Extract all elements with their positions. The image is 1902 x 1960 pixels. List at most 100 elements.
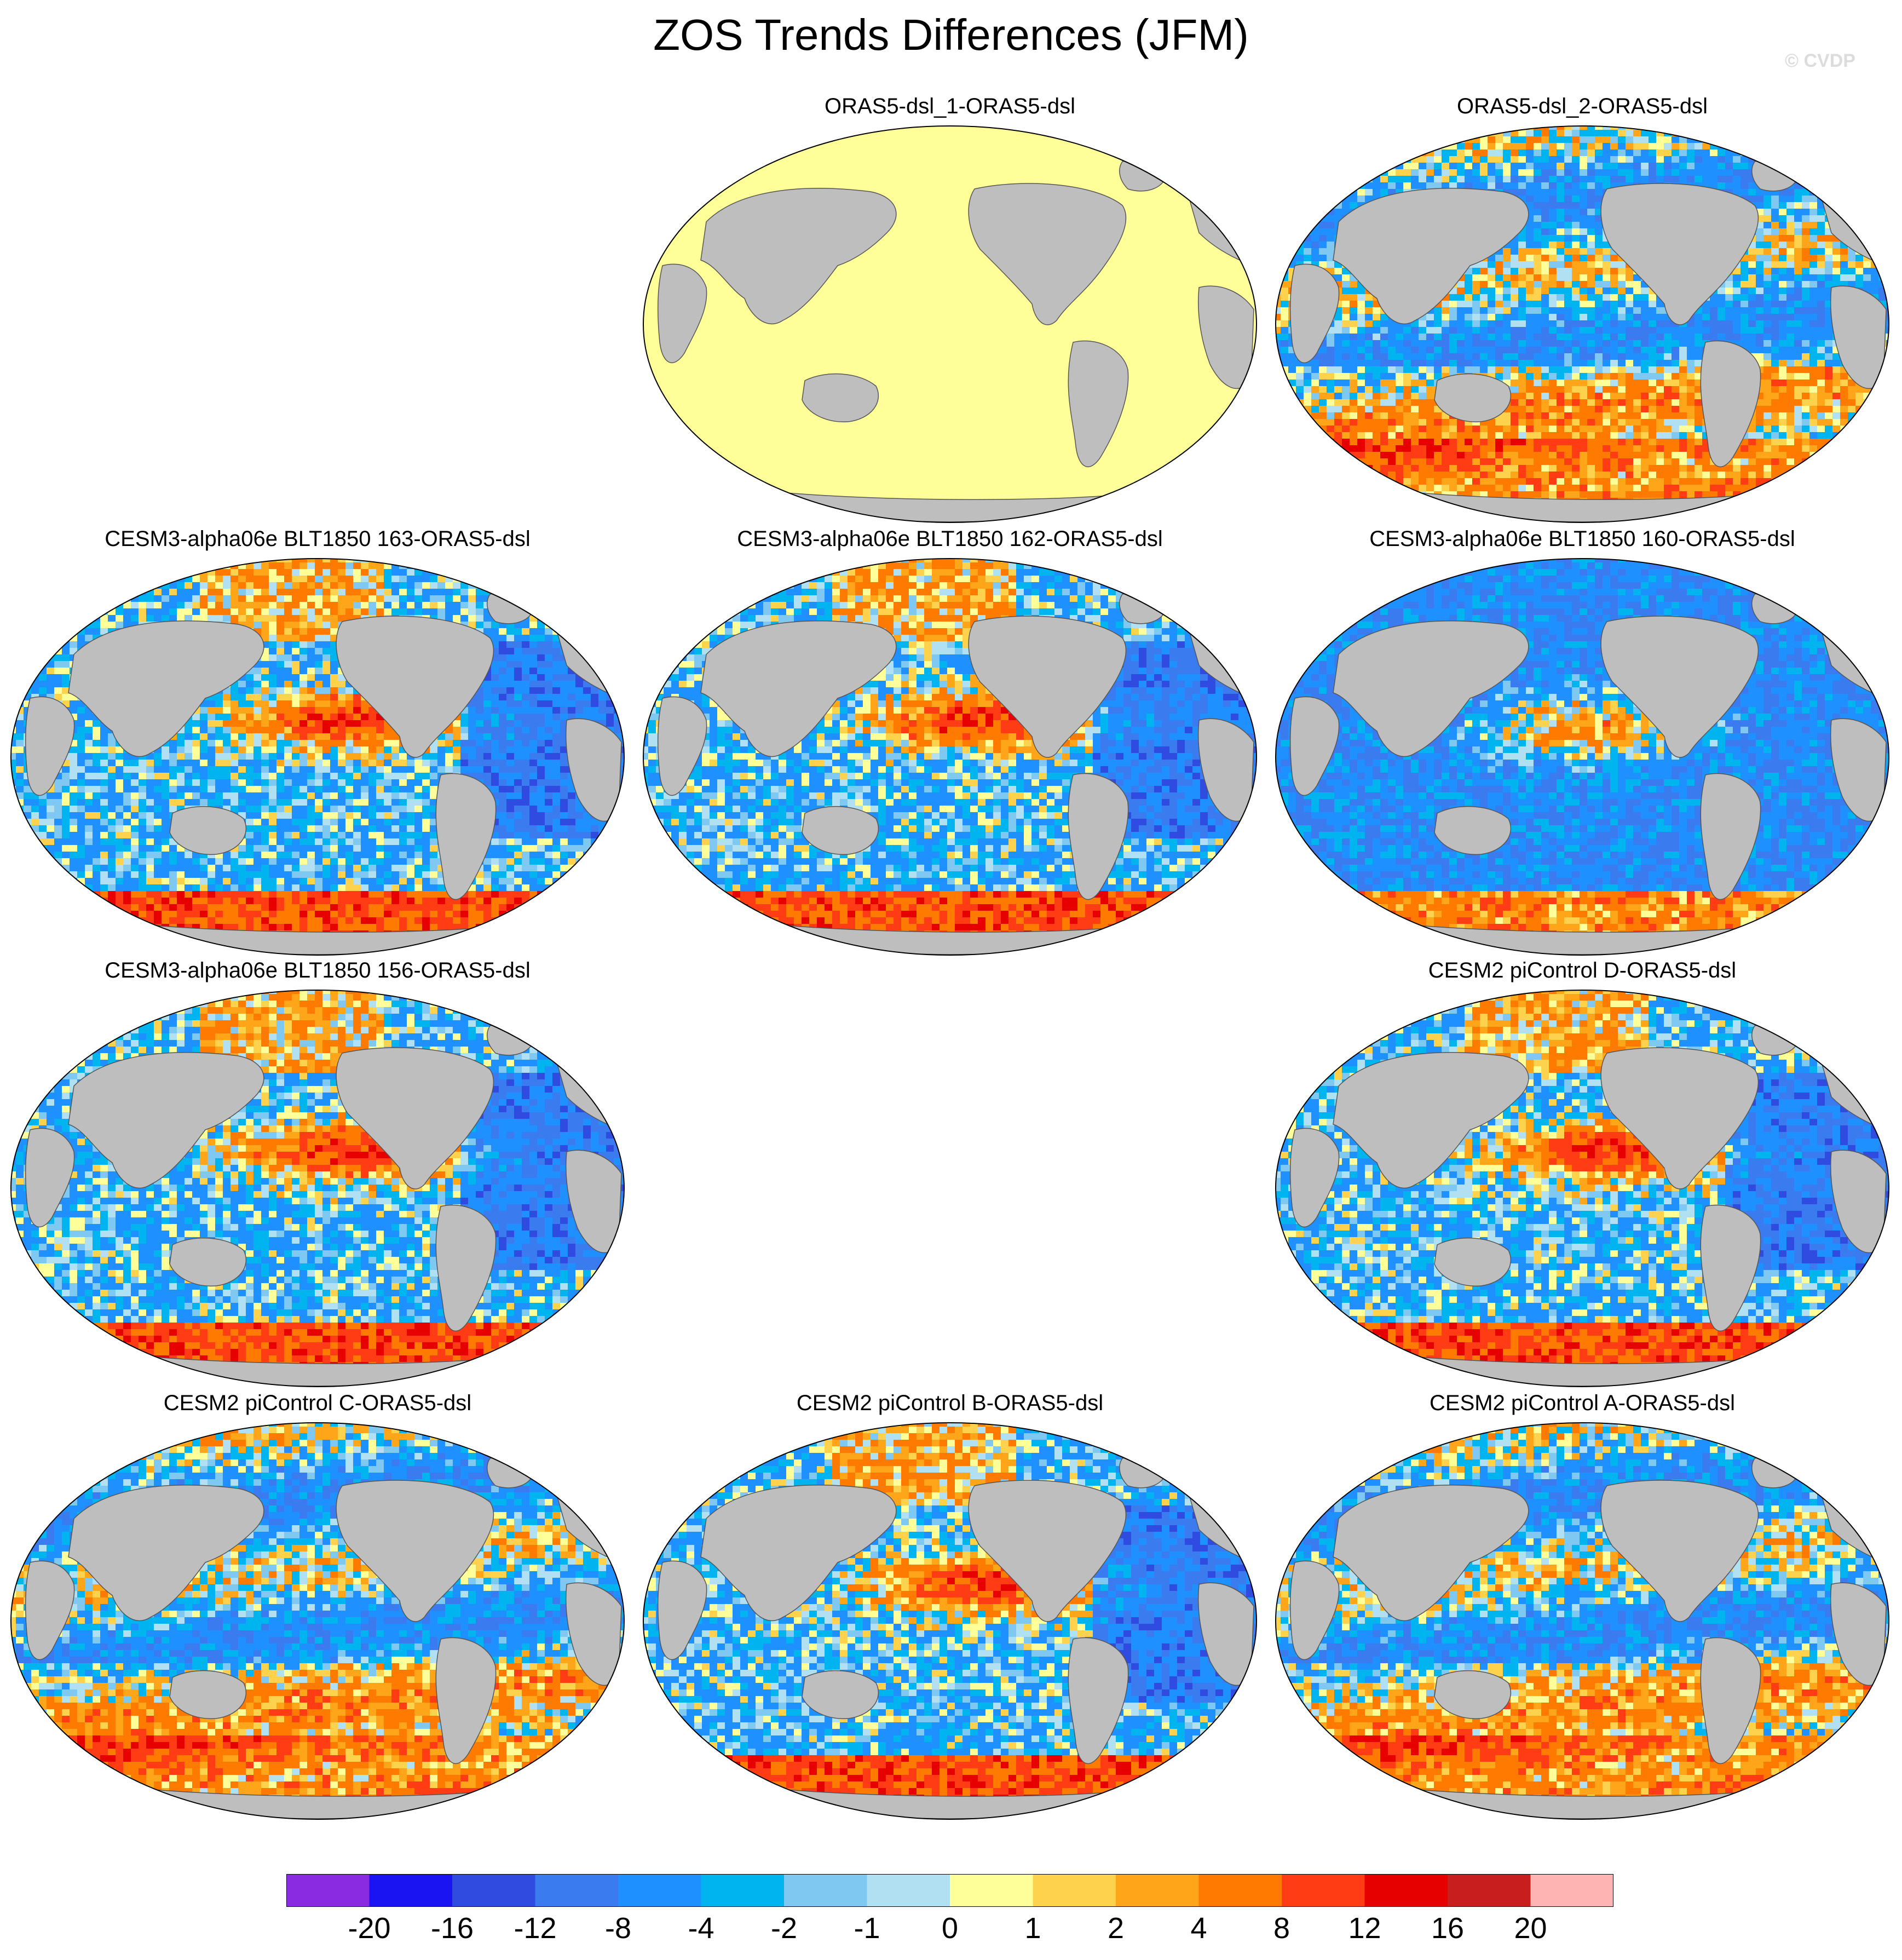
field-cell: [1169, 426, 1178, 433]
field-cell: [756, 182, 764, 189]
field-cell: [786, 432, 794, 439]
field-cell: [1024, 156, 1032, 163]
field-cell: [955, 373, 963, 380]
field-cell: [817, 472, 825, 479]
field-cell: [909, 163, 917, 170]
field-cell: [740, 156, 748, 163]
field-cell: [825, 353, 833, 360]
field-cell: [733, 169, 741, 176]
field-cell: [1077, 169, 1086, 176]
field-cell: [1077, 130, 1086, 137]
field-cell: [1123, 314, 1132, 321]
field-cell: [1146, 491, 1155, 498]
field-cell: [1192, 314, 1201, 321]
field-cell: [840, 281, 848, 288]
field-cell: [1031, 419, 1040, 426]
field-cell: [710, 202, 718, 209]
field-cell: [679, 399, 687, 406]
field-cell: [1223, 189, 1231, 196]
field-cell: [1238, 432, 1247, 439]
field-cell: [993, 426, 1001, 433]
field-cell: [794, 373, 802, 380]
field-cell: [763, 393, 771, 400]
field-cell: [1208, 248, 1216, 255]
field-cell: [733, 458, 741, 465]
field-cell: [1177, 235, 1185, 242]
field-cell: [962, 248, 971, 255]
field-cell: [694, 261, 702, 268]
field-cell: [863, 491, 871, 498]
field-cell: [978, 353, 986, 360]
field-cell: [1162, 130, 1170, 137]
field-cell: [1223, 274, 1231, 281]
field-cell: [694, 458, 702, 465]
field-cell: [917, 261, 925, 268]
field-cell: [694, 347, 702, 354]
field-cell: [1077, 307, 1086, 314]
field-cell: [664, 511, 672, 518]
field-cell: [679, 255, 687, 262]
field-cell: [993, 268, 1001, 275]
field-cell: [940, 426, 948, 433]
field-cell: [1024, 150, 1032, 157]
field-cell: [1162, 386, 1170, 393]
field-cell: [825, 130, 833, 137]
field-cell: [1192, 347, 1201, 354]
field-cell: [855, 485, 863, 492]
field-cell: [1185, 136, 1193, 143]
field-cell: [1131, 445, 1139, 452]
field-cell: [840, 307, 848, 314]
field-cell: [717, 504, 725, 511]
field-cell: [763, 465, 771, 472]
field-cell: [1146, 393, 1155, 400]
field-cell: [802, 327, 810, 334]
field-cell: [1192, 458, 1201, 465]
field-cell: [725, 169, 733, 176]
field-cell: [1200, 143, 1208, 150]
field-cell: [1054, 150, 1063, 157]
field-cell: [1139, 196, 1147, 203]
field-cell: [1185, 406, 1193, 413]
field-cell: [886, 143, 894, 150]
field-cell: [985, 412, 994, 419]
field-cell: [985, 393, 994, 400]
field-cell: [643, 412, 649, 419]
field-cell: [1031, 465, 1040, 472]
field-cell: [955, 228, 963, 235]
field-cell: [1238, 143, 1247, 150]
field-cell: [940, 235, 948, 242]
field-cell: [1169, 393, 1178, 400]
field-cell: [1177, 439, 1185, 446]
field-cell: [871, 452, 879, 459]
field-cell: [1108, 518, 1116, 522]
field-cell: [978, 360, 986, 367]
field-cell: [901, 419, 909, 426]
field-cell: [924, 215, 932, 222]
field-cell: [901, 248, 909, 255]
field-cell: [1039, 412, 1047, 419]
field-cell: [702, 485, 710, 492]
field-cell: [886, 136, 894, 143]
field-cell: [1024, 406, 1032, 413]
field-cell: [848, 366, 856, 373]
field-cell: [717, 307, 725, 314]
field-cell: [656, 242, 664, 249]
field-cell: [855, 327, 863, 334]
field-cell: [817, 445, 825, 452]
field-cell: [1116, 465, 1124, 472]
field-cell: [978, 136, 986, 143]
field-cell: [733, 419, 741, 426]
field-cell: [1177, 478, 1185, 485]
field-cell: [1200, 353, 1208, 360]
field-cell: [1031, 445, 1040, 452]
field-cell: [664, 504, 672, 511]
field-cell: [725, 301, 733, 308]
field-cell: [794, 156, 802, 163]
field-cell: [940, 485, 948, 492]
field-cell: [1223, 432, 1231, 439]
field-cell: [1093, 314, 1101, 321]
field-cell: [878, 412, 886, 419]
field-cell: [932, 458, 940, 465]
field-cell: [794, 347, 802, 354]
field-cell: [671, 156, 679, 163]
